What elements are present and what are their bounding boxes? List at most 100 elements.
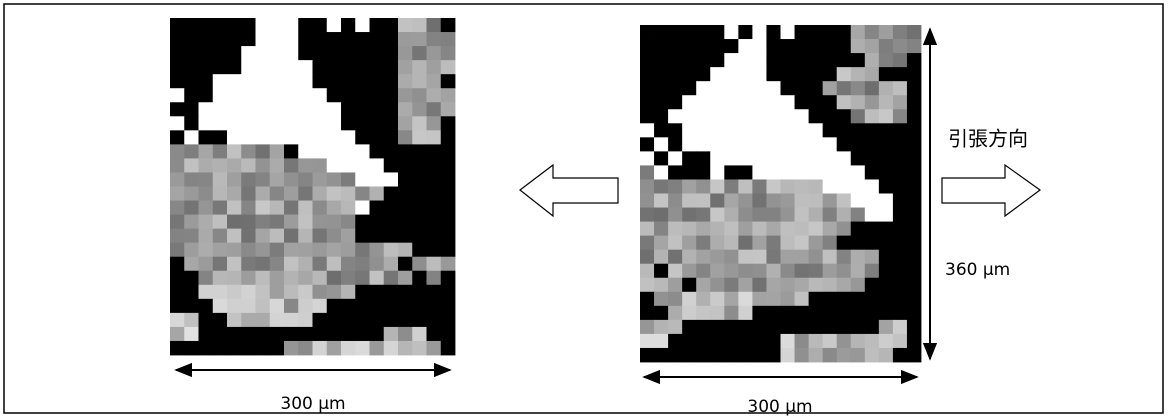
pixel: [227, 299, 242, 313]
pixel: [313, 158, 328, 172]
pixel: [184, 60, 199, 74]
pixel: [270, 271, 285, 285]
pixel: [256, 299, 271, 313]
pixel: [865, 334, 879, 348]
pixel: [795, 109, 809, 123]
pixel: [738, 67, 752, 81]
pixel: [398, 201, 413, 215]
pixel: [370, 88, 385, 102]
pixel: [370, 327, 385, 341]
pixel: [313, 243, 328, 257]
pixel: [781, 320, 795, 334]
pixel: [710, 264, 724, 278]
pixel: [696, 179, 710, 193]
pixel: [640, 179, 654, 193]
pixel: [427, 88, 442, 102]
pixel: [823, 320, 837, 334]
pixel: [270, 102, 285, 116]
pixel: [837, 123, 851, 137]
pixel: [355, 46, 370, 60]
pixel: [766, 236, 780, 250]
pixel: [781, 25, 795, 39]
pixel: [213, 60, 228, 74]
pixel: [199, 74, 214, 88]
pixel: [441, 327, 456, 341]
pixel: [298, 271, 313, 285]
pixel: [865, 236, 879, 250]
pixel: [865, 194, 879, 208]
pixel: [668, 334, 682, 348]
pixel: [851, 25, 865, 39]
pixel: [865, 123, 879, 137]
pixel: [327, 116, 342, 130]
pixel: [341, 158, 356, 172]
pixel: [412, 201, 427, 215]
pixel: [879, 250, 893, 264]
pixel: [412, 88, 427, 102]
pixel: [241, 18, 256, 32]
pixel: [412, 46, 427, 60]
pixel: [412, 187, 427, 201]
pixel: [256, 46, 271, 60]
pixel: [241, 313, 256, 327]
pixel: [298, 102, 313, 116]
pixel: [398, 130, 413, 144]
pixel: [213, 130, 228, 144]
pixel: [795, 67, 809, 81]
pixel: [710, 109, 724, 123]
pixel: [355, 215, 370, 229]
pixel: [298, 130, 313, 144]
pixel: [284, 102, 299, 116]
pixel: [668, 194, 682, 208]
pixel: [241, 88, 256, 102]
pixel: [696, 236, 710, 250]
pixel: [384, 299, 399, 313]
pixel: [865, 222, 879, 236]
pixel: [682, 179, 696, 193]
pixel: [781, 278, 795, 292]
pixel: [654, 25, 668, 39]
pixel: [184, 187, 199, 201]
pixel: [696, 151, 710, 165]
pixel: [227, 60, 242, 74]
pixel: [738, 222, 752, 236]
pixel: [427, 313, 442, 327]
pixel: [907, 222, 921, 236]
pixel: [837, 67, 851, 81]
pixel: [370, 60, 385, 74]
pixel: [298, 187, 313, 201]
pixel: [284, 116, 299, 130]
pixel: [781, 222, 795, 236]
hollow-arrow-right: [942, 165, 1040, 216]
pixel: [256, 130, 271, 144]
pixel: [398, 187, 413, 201]
pixel: [284, 60, 299, 74]
pixel: [227, 18, 242, 32]
pixel: [427, 144, 442, 158]
pixel: [184, 144, 199, 158]
pixel: [170, 116, 185, 130]
pixel: [696, 39, 710, 53]
pixel: [270, 60, 285, 74]
pixel: [809, 334, 823, 348]
pixel: [668, 264, 682, 278]
pixel: [710, 25, 724, 39]
pixel: [682, 278, 696, 292]
pixel: [441, 341, 456, 355]
pixel: [893, 151, 907, 165]
hollow-arrow-left: [520, 165, 618, 216]
pixel: [682, 194, 696, 208]
pixel: [284, 229, 299, 243]
pixel: [823, 194, 837, 208]
pixel: [654, 165, 668, 179]
pixel: [313, 130, 328, 144]
pixel: [170, 88, 185, 102]
pixel: [355, 116, 370, 130]
pixel: [907, 95, 921, 109]
pixel: [341, 341, 356, 355]
pixel: [682, 320, 696, 334]
pixel: [412, 172, 427, 186]
pixel: [313, 201, 328, 215]
pixel: [682, 264, 696, 278]
pixel: [170, 158, 185, 172]
